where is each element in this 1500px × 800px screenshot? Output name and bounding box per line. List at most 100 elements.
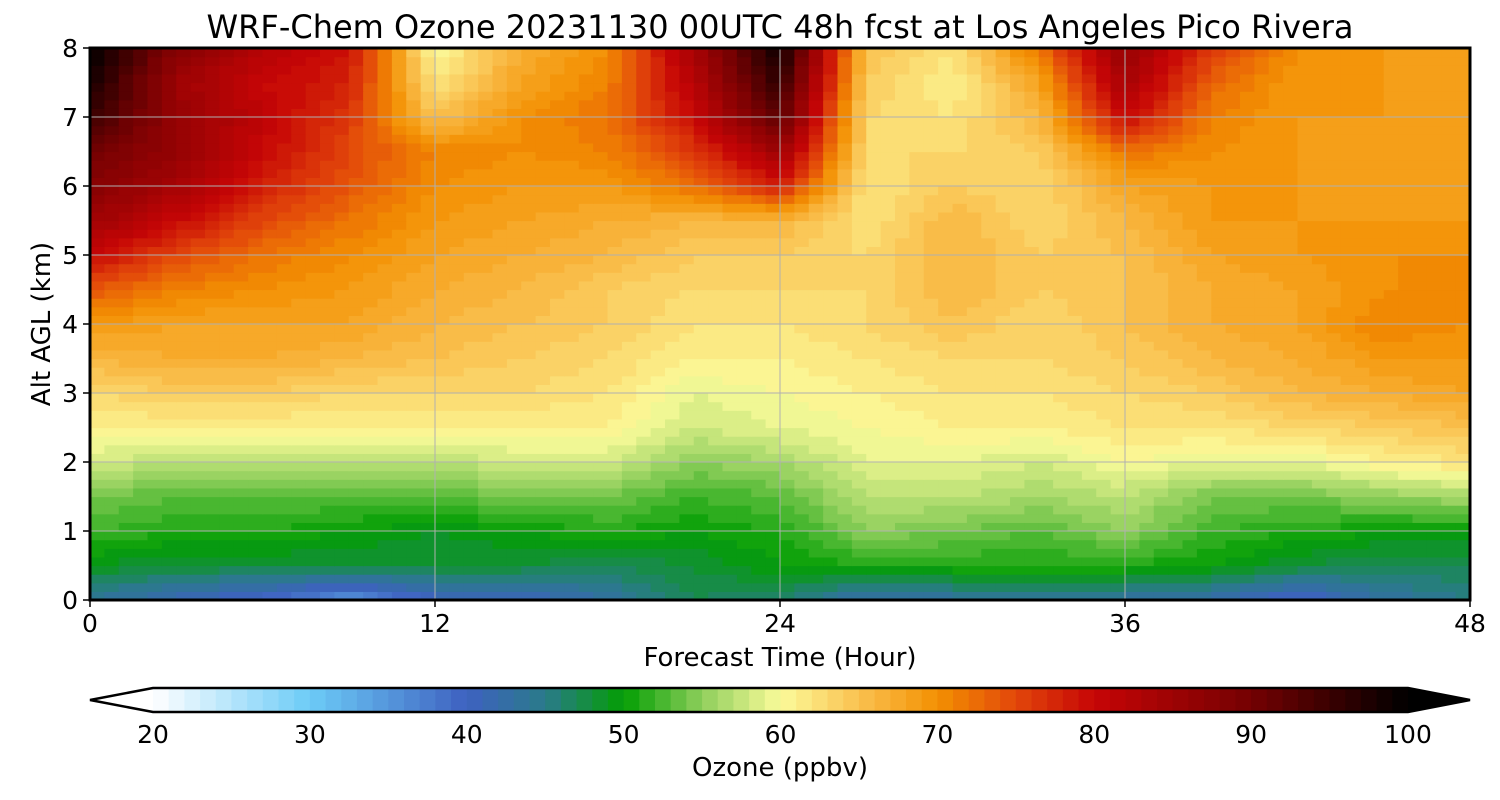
heatmap-cell [650,160,666,170]
heatmap-cell [1297,177,1313,187]
heatmap-cell [938,298,954,308]
heatmap-cell [923,375,939,385]
heatmap-cell [1153,229,1169,239]
heatmap-cell [995,306,1011,316]
heatmap-cell [1398,358,1414,368]
heatmap-cell [1455,203,1470,213]
heatmap-cell [1240,341,1255,351]
heatmap-cell [1412,341,1428,351]
heatmap-cell [909,229,925,239]
heatmap-cell [420,324,436,334]
heatmap-cell [708,177,724,187]
heatmap-cell [435,237,450,247]
heatmap-cell [1225,306,1241,316]
heatmap-cell [1311,582,1327,592]
heatmap-cell [363,324,379,334]
heatmap-cell [621,289,637,299]
heatmap-cell [391,186,407,196]
heatmap-cell [147,401,163,411]
heatmap-cell [851,410,867,420]
heatmap-cell [320,574,335,584]
heatmap-cell [780,263,795,273]
heatmap-cell [621,186,637,196]
heatmap-cell [1426,358,1442,368]
heatmap-cell [219,168,235,178]
heatmap-cell [751,151,767,161]
heatmap-cell [478,462,494,472]
heatmap-cell [636,393,652,403]
heatmap-cell [923,263,939,273]
heatmap-cell [1053,531,1069,541]
heatmap-cell [104,479,120,489]
heatmap-cell [233,168,249,178]
heatmap-cell [90,410,105,420]
heatmap-cell [1067,565,1083,575]
heatmap-cell [665,203,680,213]
heatmap-cell [1110,220,1126,230]
heatmap-cell [219,341,235,351]
heatmap-cell [938,418,954,429]
heatmap-cell [966,263,982,273]
heatmap-cell [751,401,767,411]
heatmap-cell [1139,574,1155,584]
heatmap-cell [621,341,637,351]
heatmap-cell [90,203,105,213]
heatmap-cell [1196,401,1212,411]
heatmap-cell [780,367,795,377]
heatmap-cell [1024,522,1040,532]
heatmap-cell [233,462,249,472]
heatmap-cell [449,332,465,342]
heatmap-cell [808,160,824,170]
heatmap-cell [909,479,925,489]
heatmap-cell [708,341,724,351]
heatmap-cell [1139,229,1155,239]
heatmap-cell [190,237,206,247]
heatmap-cell [578,220,594,230]
heatmap-cell [161,427,177,437]
heatmap-cell [1254,522,1270,532]
heatmap-cell [205,246,220,256]
heatmap-cell [377,591,393,600]
heatmap-cell [161,332,177,342]
heatmap-cell [1240,255,1255,265]
heatmap-cell [535,358,551,368]
heatmap-cell [90,436,105,446]
heatmap-cell [851,375,867,385]
heatmap-cell [665,565,680,575]
heatmap-cell [866,280,882,291]
heatmap-cell [564,418,580,429]
heatmap-cell [1441,315,1457,325]
heatmap-cell [1455,349,1470,360]
heatmap-cell [679,487,695,498]
heatmap-cell [320,177,335,187]
heatmap-cell [435,487,450,498]
heatmap-cell [1024,298,1040,308]
heatmap-cell [248,229,264,239]
heatmap-cell [1010,513,1025,523]
heatmap-cell [1139,393,1155,403]
heatmap-cell [923,496,939,506]
heatmap-cell [1355,315,1370,325]
heatmap-cell [276,211,292,222]
heatmap-cell [952,151,968,161]
heatmap-cell [837,410,853,420]
heatmap-cell [363,556,379,567]
heatmap-cell [1398,375,1414,385]
heatmap-cell [219,479,235,489]
heatmap-cell [708,574,724,584]
heatmap-cell [348,410,364,420]
heatmap-cell [506,332,522,342]
heatmap-cell [952,505,968,515]
heatmap-cell [1455,505,1470,515]
heatmap-cell [1326,246,1342,256]
heatmap-cell [1196,255,1212,265]
heatmap-cell [578,418,594,429]
heatmap-cell [895,556,910,567]
heatmap-cell [1297,186,1313,196]
heatmap-cell [1441,375,1457,385]
heatmap-cell [621,496,637,506]
heatmap-cell [118,349,134,360]
heatmap-cell [693,229,709,239]
heatmap-cell [118,453,134,463]
heatmap-cell [736,479,752,489]
